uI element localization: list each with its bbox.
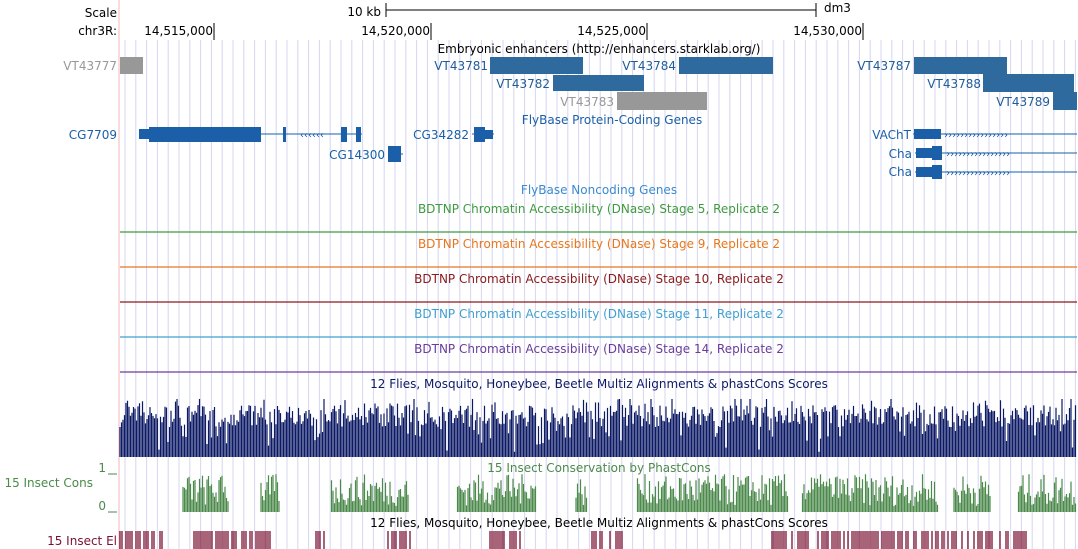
multiz-track-title: 12 Flies, Mosquito, Honeybee, Beetle Mul…	[370, 377, 828, 391]
gene-label[interactable]: VAChT	[872, 128, 911, 142]
enhancer-bar[interactable]	[490, 57, 583, 74]
enhancer-bar[interactable]	[1053, 92, 1077, 110]
assembly-label: dm3	[824, 1, 851, 15]
scale-label: Scale	[85, 6, 117, 20]
position-label: 14,520,000	[361, 24, 430, 38]
phastcons-track[interactable]: 15 Insect Conservation by PhastCons 15 I…	[4, 461, 1077, 513]
enhancers-track[interactable]: Embryonic enhancers (http://enhancers.st…	[63, 42, 1077, 110]
enhancer-label[interactable]: VT43783	[560, 95, 614, 109]
cons-track-label: 15 Insect Cons	[4, 476, 93, 490]
conserved-elements	[119, 531, 1027, 549]
position-label: 14,530,000	[793, 24, 862, 38]
ruler[interactable]: Scale chr3R: 10 kb dm3 14,515,000 14,520…	[78, 1, 864, 40]
dnase-track-title: BDTNP Chromatin Accessibility (DNase) St…	[418, 237, 780, 251]
noncoding-genes-title: FlyBase Noncoding Genes	[521, 183, 677, 197]
position-label: 14,515,000	[144, 24, 213, 38]
multiz-signal	[119, 399, 1077, 457]
strand-arrows: ››››››››››››››››	[946, 168, 1010, 179]
enhancer-bar[interactable]	[553, 75, 644, 91]
enhancer-label[interactable]: VT43782	[496, 77, 550, 91]
gene-cha[interactable]: ››››››››››››››››	[915, 146, 1077, 160]
enhancer-bar[interactable]	[617, 92, 707, 110]
dnase-track-title: BDTNP Chromatin Accessibility (DNase) St…	[418, 202, 780, 216]
chrom-label: chr3R:	[78, 24, 117, 38]
dnase-track-title: BDTNP Chromatin Accessibility (DNase) St…	[414, 307, 784, 321]
gene-cg7709[interactable]: ‹‹‹‹‹‹	[139, 127, 362, 142]
gene-label[interactable]: CG34282	[413, 128, 469, 142]
enhancer-bar[interactable]	[120, 57, 143, 74]
gene-label[interactable]: Cha	[889, 165, 912, 179]
gene-vacht[interactable]: ››››››››››››››››	[913, 129, 1077, 141]
enhancer-label[interactable]: VT43789	[996, 95, 1050, 109]
cons-scale-max: 1	[98, 461, 106, 475]
strand-arrows: ‹‹‹‹‹‹	[300, 130, 324, 141]
position-label: 14,525,000	[577, 24, 646, 38]
dnase-track-title: BDTNP Chromatin Accessibility (DNase) St…	[414, 342, 784, 356]
scale-bar-label: 10 kb	[347, 5, 381, 19]
gene-label[interactable]: CG14300	[329, 148, 385, 162]
enhancer-label[interactable]: VT43784	[622, 59, 676, 73]
phastcons-track-title: 15 Insect Conservation by PhastCons	[487, 461, 710, 475]
multiz-track[interactable]: 12 Flies, Mosquito, Honeybee, Beetle Mul…	[119, 377, 1077, 457]
protein-coding-genes-track[interactable]: FlyBase Protein-Coding Genes CG7709 ‹‹‹‹…	[69, 113, 1077, 179]
enhancer-label[interactable]: VT43787	[857, 59, 911, 73]
enhancer-bar[interactable]	[679, 57, 773, 74]
enhancer-label[interactable]: VT43777	[63, 59, 117, 73]
dnase-tracks[interactable]: BDTNP Chromatin Accessibility (DNase) St…	[120, 202, 1077, 373]
phastcons-signal	[182, 474, 1077, 512]
gene-label[interactable]: Cha	[889, 147, 912, 161]
elements-track-label: 15 Insect El	[47, 534, 117, 548]
grid-lines	[124, 40, 1076, 549]
enhancer-label[interactable]: VT43788	[927, 77, 981, 91]
strand-arrows: ››››››››››››››››	[944, 130, 1008, 141]
enhancers-track-title: Embryonic enhancers (http://enhancers.st…	[438, 42, 761, 56]
protein-genes-title: FlyBase Protein-Coding Genes	[522, 113, 702, 127]
gene-cg14300[interactable]	[388, 146, 403, 162]
cons-scale-min: 0	[98, 499, 106, 513]
gene-cg34282[interactable]	[472, 127, 494, 142]
gene-label[interactable]: CG7709	[69, 128, 117, 142]
enhancer-label[interactable]: VT43781	[434, 59, 488, 73]
dnase-track-title: BDTNP Chromatin Accessibility (DNase) St…	[414, 272, 784, 286]
conserved-elements-track[interactable]: 12 Flies, Mosquito, Honeybee, Beetle Mul…	[47, 516, 1027, 549]
multiz-track-title-2: 12 Flies, Mosquito, Honeybee, Beetle Mul…	[370, 516, 828, 530]
enhancer-bar[interactable]	[983, 74, 1074, 92]
gene-cha[interactable]: ››››››››››››››››	[915, 165, 1077, 179]
strand-arrows: ››››››››››››››››	[946, 149, 1010, 160]
enhancer-bar[interactable]	[914, 57, 1007, 74]
